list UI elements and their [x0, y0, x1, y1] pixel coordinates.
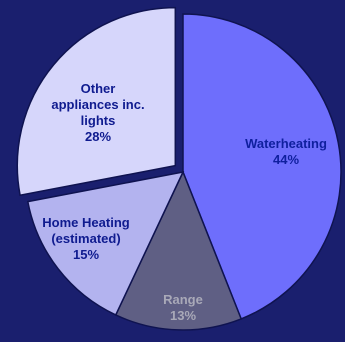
slice-label-line: 44%	[273, 152, 299, 167]
slice-label-waterheating: Waterheating 44%	[245, 136, 327, 167]
slice-label-other-appliances-inc-lights: Other appliances inc. lights 28%	[51, 81, 144, 144]
pie-slice-range	[114, 170, 243, 331]
slice-label-line: Range	[163, 292, 203, 307]
slice-label-line: 15%	[73, 247, 99, 262]
slice-label-home-heating-estimated: Home Heating (estimated) 15%	[42, 215, 129, 262]
slice-label-range: Range 13%	[163, 292, 203, 323]
slice-label-line: Waterheating	[245, 136, 327, 151]
slice-label-line: lights	[81, 113, 116, 128]
pie-slice-home-heating-estimated	[26, 170, 185, 316]
slice-label-line: 13%	[170, 308, 196, 323]
slice-label-line: (estimated)	[51, 231, 120, 246]
slice-label-line: Other	[81, 81, 116, 96]
slice-label-line: appliances inc.	[51, 97, 144, 112]
slice-label-line: Home Heating	[42, 215, 129, 230]
pie-slice-waterheating	[182, 13, 342, 320]
slice-label-line: 28%	[85, 129, 111, 144]
pie-slice-other-appliances-inc-lights	[16, 6, 177, 197]
